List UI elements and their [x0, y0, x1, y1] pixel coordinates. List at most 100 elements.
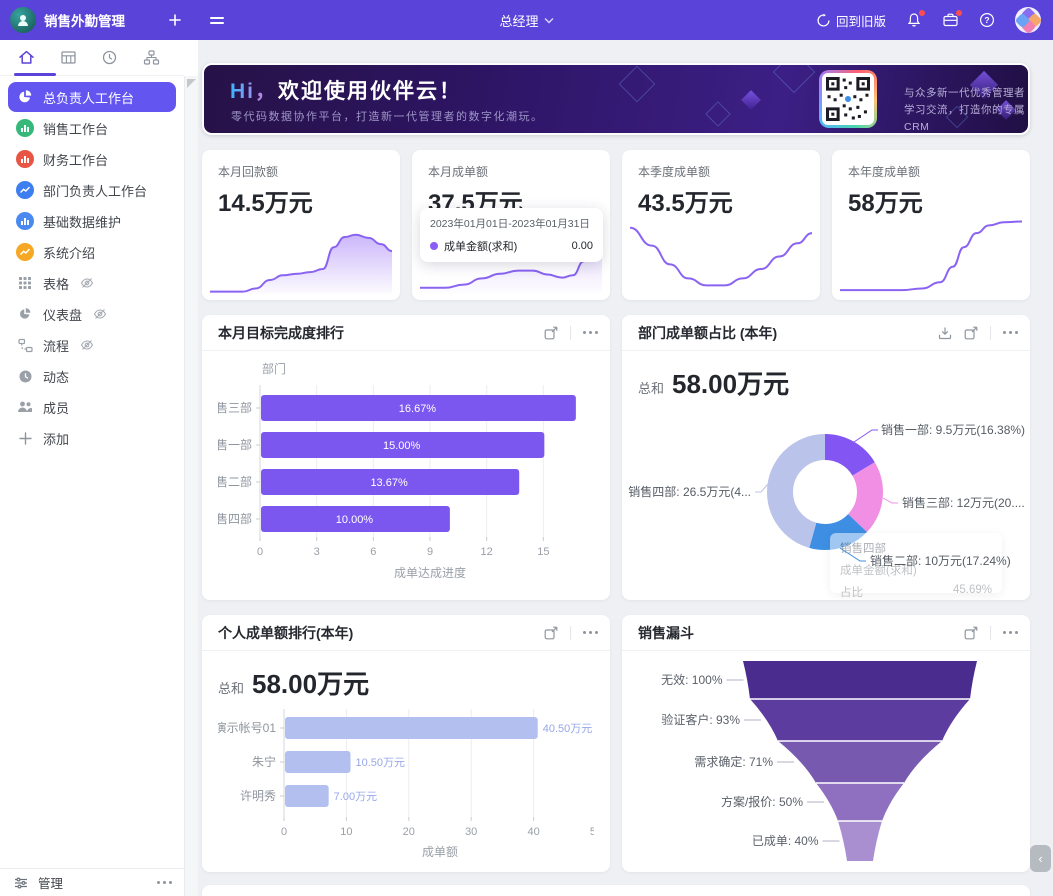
banner-subtitle: 零代码数据协作平台，打造新一代管理者的数字化潮玩。: [231, 111, 544, 123]
expand-icon[interactable]: [964, 626, 978, 640]
svg-text:15: 15: [537, 546, 549, 558]
sidebar-item-sales-workbench[interactable]: 销售工作台: [8, 113, 176, 143]
role-selector[interactable]: 总经理: [499, 11, 554, 30]
stat-label: 本季度成单额: [638, 165, 711, 179]
donut-slice-销售四部[interactable]: [767, 434, 883, 550]
card-title: 个人成单额排行(本年): [218, 624, 354, 641]
qr-code[interactable]: [819, 70, 877, 128]
sidebar-item-dashboards[interactable]: 仪表盘: [8, 299, 176, 329]
notifications-button[interactable]: [906, 10, 925, 28]
add-app-icon[interactable]: [168, 13, 182, 27]
sidebar-add-button[interactable]: 添加: [8, 423, 176, 453]
card-next-partial: [202, 885, 1030, 896]
eye-off-icon: [80, 338, 94, 352]
avatar[interactable]: [1015, 7, 1041, 33]
sidebar-item-finance-workbench[interactable]: 财务工作台: [8, 144, 176, 174]
manage-more-icon[interactable]: [157, 881, 172, 884]
tab-workflow-icon[interactable]: [143, 49, 160, 66]
svg-text:10: 10: [340, 826, 352, 838]
sparkline-chart: [840, 216, 1022, 294]
tab-history-icon[interactable]: [101, 49, 118, 66]
target-completion-bar-chart: 0369121518部门销售三部16.67%销售一部15.00%销售二部13.6…: [202, 355, 610, 600]
expand-icon[interactable]: [544, 626, 558, 640]
menu-toggle-icon[interactable]: [210, 16, 224, 24]
collapse-panel-handle[interactable]: ‹: [1030, 845, 1051, 872]
workspace-button[interactable]: [942, 10, 962, 28]
funnel-segment-需求确定[interactable]: [778, 741, 942, 783]
sidebar-item-workflows[interactable]: 流程: [8, 330, 176, 360]
sliders-icon: [12, 875, 30, 891]
welcome-banner: Hi，欢迎使用伙伴云！ 零代码数据协作平台，打造新一代管理者的数字化潮玩。: [202, 63, 1030, 135]
scroll-arrow-icon: [187, 79, 196, 88]
card-dept-share: 部门成单额占比 (本年) 总和 58.00万元 销售四部 成单金额(求和) 占比: [622, 315, 1030, 600]
donut-slice-销售三部[interactable]: [767, 434, 883, 550]
app-logo-icon[interactable]: [10, 7, 36, 33]
active-tab-underline: [14, 73, 56, 76]
bar-许明秀[interactable]: [285, 785, 329, 807]
bar-朱宁[interactable]: [285, 751, 351, 773]
tab-tables-icon[interactable]: [60, 49, 77, 66]
back-to-old-button[interactable]: 回到旧版: [816, 11, 886, 30]
sidebar-item-members[interactable]: 成员: [8, 392, 176, 422]
chart-tooltip-faded: 销售四部 成单金额(求和) 占比 45.69%: [830, 533, 1002, 599]
sidebar: 总负责人工作台 销售工作台 财务工作台 部门负责人工作台 基础数据维护 系统介绍: [0, 40, 198, 896]
stat-card-monthly-collection[interactable]: 本月回款额 14.5万元: [202, 150, 400, 300]
stat-value: 58万元: [848, 190, 923, 217]
expand-icon[interactable]: [544, 326, 558, 340]
donut-slice-销售二部[interactable]: [767, 434, 883, 550]
plus-icon: [16, 430, 34, 446]
help-button[interactable]: ?: [979, 12, 995, 28]
bar-销售三部[interactable]: [261, 395, 576, 421]
app-title: 销售外勤管理: [44, 14, 125, 29]
funnel-segment-方案/报价[interactable]: [816, 783, 904, 821]
sidebar-scrollbar[interactable]: [184, 76, 198, 896]
dept-share-donut-chart: 销售四部 成单金额(求和) 占比 45.69% 销售一部: 9.5万元(16.38…: [622, 399, 1030, 599]
tab-home-icon[interactable]: [18, 49, 35, 66]
funnel-segment-验证客户[interactable]: [750, 699, 970, 741]
sidebar-manage[interactable]: 管理: [0, 868, 184, 896]
more-options-icon[interactable]: [583, 331, 598, 334]
sidebar-item-general-manager-workbench[interactable]: 总负责人工作台: [8, 82, 176, 112]
clock-icon: [16, 368, 34, 384]
stat-label: 本月成单额: [428, 165, 489, 179]
sidebar-item-tables[interactable]: 表格: [8, 268, 176, 298]
line-chart-icon: [16, 243, 34, 261]
stat-card-monthly-deals[interactable]: 本月成单额 37.5万元 2023年01月01日-2023年01月31日 成单金…: [412, 150, 610, 300]
svg-text:朱宁: 朱宁: [252, 754, 276, 769]
svg-text:0: 0: [281, 826, 287, 838]
top-navbar: 销售外勤管理 总经理 回到旧版: [0, 0, 1053, 40]
svg-text:销售一部: 销售一部: [218, 437, 252, 452]
more-options-icon[interactable]: [583, 631, 598, 634]
eye-off-icon: [80, 276, 94, 290]
sidebar-item-system-intro[interactable]: 系统介绍: [8, 237, 176, 267]
svg-text:30: 30: [465, 826, 477, 838]
funnel-segment-无效[interactable]: [743, 661, 977, 699]
bar-销售四部[interactable]: [261, 506, 450, 532]
svg-text:销售二部: 销售二部: [218, 474, 252, 489]
sidebar-item-activity[interactable]: 动态: [8, 361, 176, 391]
svg-text:成单达成进度: 成单达成进度: [394, 565, 466, 580]
sidebar-item-base-data[interactable]: 基础数据维护: [8, 206, 176, 236]
bar-演示帐号01[interactable]: [285, 717, 538, 739]
sidebar-item-dept-manager-workbench[interactable]: 部门负责人工作台: [8, 175, 176, 205]
more-options-icon[interactable]: [1003, 331, 1018, 334]
download-icon[interactable]: [938, 326, 952, 340]
banner-title: Hi，欢迎使用伙伴云！: [230, 80, 462, 103]
bar-销售一部[interactable]: [261, 432, 545, 458]
stat-value: 14.5万元: [218, 190, 313, 217]
stat-card-year-deals[interactable]: 本年度成单额 58万元: [832, 150, 1030, 300]
expand-icon[interactable]: [964, 326, 978, 340]
svg-text:16.67%: 16.67%: [399, 403, 437, 415]
svg-text:15.00%: 15.00%: [383, 440, 421, 452]
svg-text:50: 50: [590, 826, 594, 838]
bar-销售二部[interactable]: [261, 469, 520, 495]
more-options-icon[interactable]: [1003, 631, 1018, 634]
series-dot: [430, 242, 438, 250]
tooltip-value: 0.00: [571, 240, 593, 252]
funnel-segment-已成单[interactable]: [838, 821, 882, 861]
main-content: Hi，欢迎使用伙伴云！ 零代码数据协作平台，打造新一代管理者的数字化潮玩。: [198, 40, 1053, 896]
stat-card-quarter-deals[interactable]: 本季度成单额 43.5万元: [622, 150, 820, 300]
flow-icon: [16, 337, 34, 353]
svg-text:9: 9: [427, 546, 433, 558]
people-icon: [16, 399, 34, 415]
